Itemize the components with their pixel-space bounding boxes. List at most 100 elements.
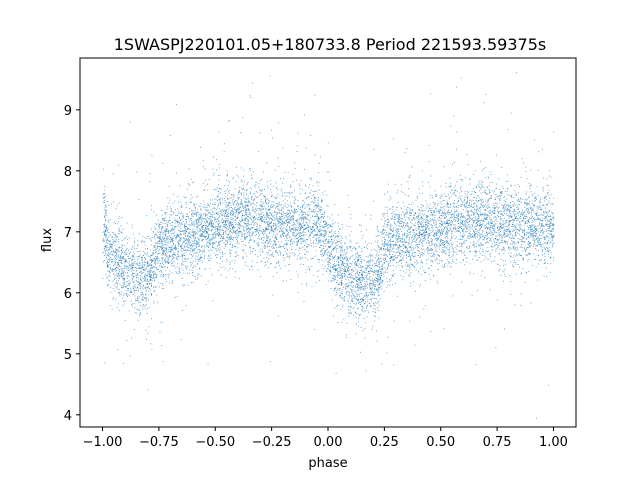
data-point — [230, 252, 232, 254]
data-point — [260, 217, 262, 219]
data-point — [315, 197, 317, 199]
data-point — [501, 227, 502, 229]
data-point — [415, 217, 417, 219]
data-point — [248, 208, 250, 210]
data-point — [485, 167, 487, 168]
data-point — [533, 253, 535, 255]
data-point — [225, 227, 227, 228]
data-point — [354, 262, 356, 264]
data-point — [374, 272, 376, 274]
data-point — [451, 233, 452, 235]
data-point — [436, 245, 438, 247]
data-point — [281, 230, 283, 231]
data-point — [360, 260, 362, 262]
data-point — [180, 237, 182, 239]
data-point — [312, 201, 314, 202]
data-point — [426, 207, 427, 209]
data-point — [440, 215, 442, 216]
data-point — [273, 231, 275, 233]
data-point — [440, 207, 442, 209]
data-point — [229, 197, 231, 199]
data-point — [462, 223, 464, 225]
data-point — [354, 261, 356, 263]
data-point — [130, 248, 132, 250]
data-point — [338, 246, 340, 248]
data-point — [210, 223, 212, 225]
data-point — [410, 245, 411, 247]
data-point — [240, 225, 242, 227]
data-point — [485, 213, 487, 215]
data-point — [192, 243, 194, 244]
data-point — [298, 253, 300, 255]
data-point — [285, 247, 287, 249]
data-point — [316, 271, 318, 272]
data-point — [219, 208, 221, 210]
data-point — [143, 304, 145, 306]
data-point — [134, 253, 135, 255]
data-point — [328, 266, 330, 267]
data-point — [173, 193, 174, 195]
data-point — [454, 202, 455, 204]
data-point — [516, 216, 517, 217]
data-point — [442, 222, 444, 224]
data-point — [168, 249, 170, 251]
data-point — [115, 277, 117, 279]
data-point — [520, 213, 522, 215]
data-point — [384, 223, 385, 225]
data-point — [306, 204, 308, 206]
data-point — [432, 235, 434, 237]
data-point — [342, 273, 343, 274]
data-point — [111, 308, 113, 310]
data-point — [155, 274, 157, 275]
data-point — [541, 226, 543, 227]
data-point — [160, 232, 161, 234]
data-point — [425, 227, 427, 229]
data-point — [519, 246, 521, 248]
data-point — [268, 254, 270, 256]
data-point — [452, 221, 454, 223]
data-point — [179, 233, 181, 235]
data-point — [267, 204, 269, 206]
data-point — [366, 266, 368, 268]
data-point — [291, 192, 293, 194]
data-point — [507, 224, 509, 226]
data-point — [138, 297, 140, 299]
data-point — [450, 220, 452, 222]
data-point — [377, 289, 379, 291]
data-point — [359, 302, 361, 303]
data-point — [179, 226, 181, 228]
data-point — [126, 253, 128, 254]
data-point — [390, 213, 392, 215]
data-point — [291, 238, 293, 240]
data-point — [470, 234, 472, 235]
data-point — [342, 276, 343, 277]
data-point — [312, 230, 313, 232]
data-point — [139, 262, 141, 264]
data-point — [113, 251, 115, 252]
data-point — [178, 224, 180, 226]
data-point — [186, 243, 188, 245]
data-point — [405, 233, 407, 234]
data-point — [346, 245, 348, 247]
data-point — [495, 217, 497, 218]
data-point — [161, 271, 162, 272]
data-point — [542, 218, 544, 220]
data-point — [460, 199, 462, 201]
data-point — [439, 243, 441, 245]
data-point — [487, 237, 489, 239]
data-point — [292, 232, 294, 234]
data-point — [508, 246, 510, 248]
data-point — [327, 252, 329, 253]
data-point — [453, 215, 455, 217]
data-point — [508, 209, 510, 211]
data-point — [492, 260, 494, 262]
data-point — [353, 267, 355, 268]
data-point — [545, 217, 547, 218]
data-point — [166, 256, 168, 258]
data-point — [297, 132, 299, 134]
data-point — [358, 282, 359, 284]
data-point — [518, 207, 520, 209]
data-point — [194, 233, 196, 235]
data-point — [437, 240, 439, 242]
data-point — [310, 258, 312, 260]
